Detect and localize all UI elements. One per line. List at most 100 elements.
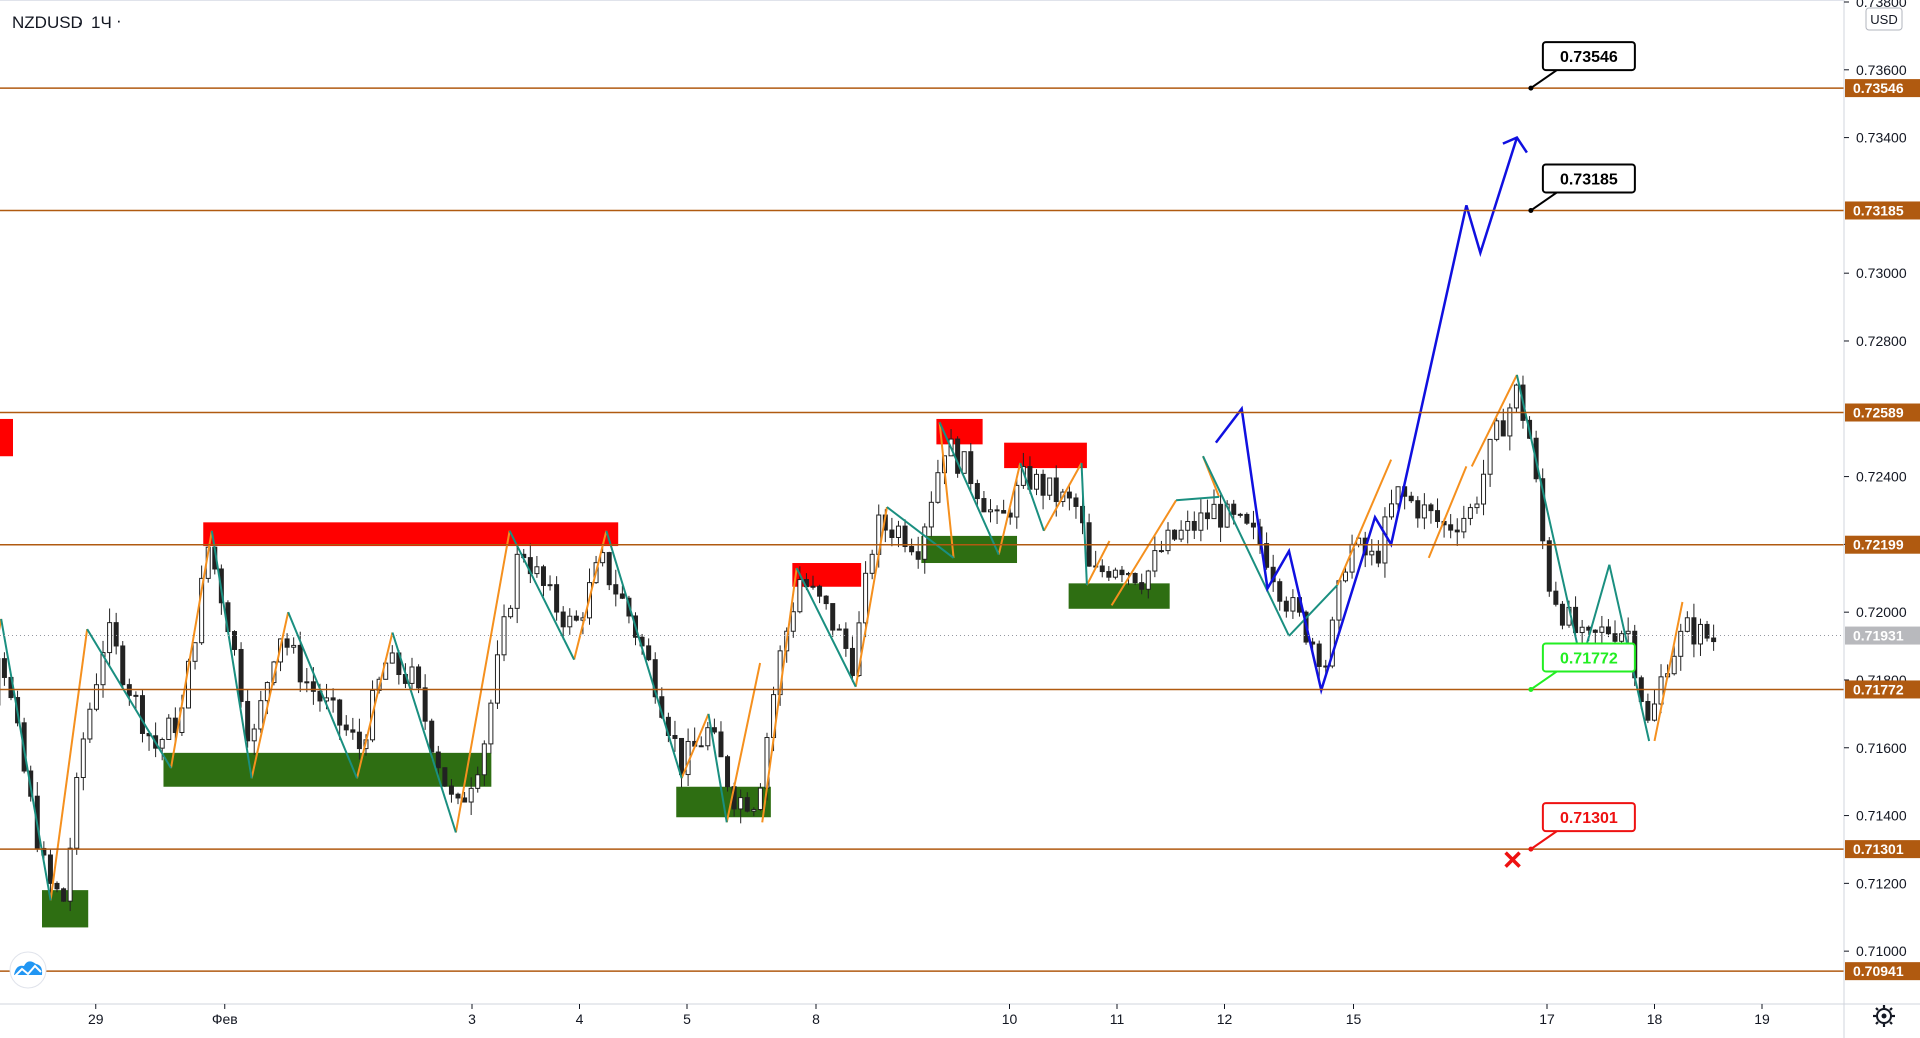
level-price-tag <box>1845 79 1920 98</box>
candle-body <box>356 731 362 750</box>
candle-body <box>1711 637 1717 643</box>
candle-body <box>1704 623 1710 639</box>
level-price-label: 0.71772 <box>1853 681 1904 697</box>
candle-body <box>1336 580 1342 621</box>
zigzag-down-segment <box>707 713 728 823</box>
x-tick-label: 5 <box>683 1011 691 1027</box>
candle-body <box>1435 510 1441 522</box>
candle-body <box>514 553 520 609</box>
candle-body <box>304 681 310 684</box>
callout-anchor <box>1528 846 1534 852</box>
zigzag-down-segment <box>0 618 52 901</box>
candle-body <box>1283 600 1289 612</box>
plot-area[interactable] <box>0 87 1844 972</box>
callout-box[interactable] <box>1541 41 1636 72</box>
candle-body <box>416 666 422 689</box>
candle-body <box>80 738 86 779</box>
candle-body <box>120 645 126 686</box>
candle-body <box>330 697 336 701</box>
x-tick-label: 3 <box>468 1011 476 1027</box>
candle-body <box>935 472 941 503</box>
candle-body <box>968 451 974 485</box>
zigzag-up-segment <box>1427 466 1468 559</box>
candle-body <box>1185 520 1191 531</box>
candle-body <box>54 882 60 890</box>
candle-body <box>238 648 244 702</box>
y-tick-label: 0.73800 <box>1856 0 1907 10</box>
zigzag-down-segment <box>210 530 253 779</box>
zigzag-up-segment <box>1043 462 1083 532</box>
candle-body <box>1546 540 1552 592</box>
zigzag-up-segment <box>1653 601 1684 742</box>
candle-body <box>1218 503 1224 528</box>
candle-body <box>540 566 546 586</box>
candle-body <box>67 847 73 902</box>
candle-body <box>1066 491 1072 499</box>
candle-body <box>481 743 487 776</box>
candle-body <box>1329 619 1335 667</box>
callout-box[interactable] <box>1541 642 1636 673</box>
candle-body <box>1605 626 1611 635</box>
candle-body <box>1428 504 1434 512</box>
candle-body <box>310 681 316 692</box>
zigzag-down-segment <box>391 632 457 833</box>
zigzag-up-segment <box>250 611 290 779</box>
candle-body <box>554 584 560 613</box>
zigzag-down-segment <box>86 628 172 769</box>
candle-body <box>448 785 454 795</box>
candle-body <box>1415 500 1421 519</box>
candle-body <box>1513 384 1519 409</box>
level-price-label: 0.73185 <box>1853 202 1904 218</box>
candle-body <box>915 551 921 560</box>
candle-body <box>1612 633 1618 642</box>
candle-body <box>613 584 619 595</box>
y-tick-label: 0.72000 <box>1856 604 1907 620</box>
candle-body <box>1040 473 1046 496</box>
candle-body <box>751 808 757 812</box>
candle-body <box>245 700 251 742</box>
candle-body <box>199 577 205 644</box>
currency-badge[interactable]: USD <box>1865 7 1903 31</box>
candle-body <box>409 666 415 684</box>
candle-body <box>823 595 829 605</box>
candle-body <box>93 684 99 710</box>
level-price-tag <box>1845 680 1920 699</box>
zigzag-down-segment <box>1288 584 1339 637</box>
x-tick-label: 12 <box>1217 1011 1233 1027</box>
callout-box[interactable] <box>1541 802 1636 833</box>
tradingview-cloud-icon[interactable] <box>9 951 47 989</box>
candle-body <box>1678 630 1684 657</box>
candle-body <box>1369 550 1375 556</box>
level-price-label: 0.70941 <box>1853 963 1904 979</box>
candle-body <box>100 652 106 686</box>
candle-body <box>475 774 481 789</box>
candle-body <box>679 737 685 776</box>
candle-body <box>909 546 915 553</box>
candle-body <box>1461 517 1467 533</box>
zigzag-down-segment <box>1080 462 1088 586</box>
candle-body <box>836 628 842 631</box>
candle-body <box>1145 570 1151 590</box>
candle-body <box>1651 703 1657 721</box>
gear-icon[interactable] <box>1873 1005 1895 1027</box>
level-price-tag <box>1845 403 1920 422</box>
candle-body <box>1691 617 1697 645</box>
y-tick-label: 0.73400 <box>1856 130 1907 146</box>
candle-body <box>843 628 849 649</box>
candle-body <box>462 797 468 803</box>
callout-pointer <box>1530 191 1558 212</box>
candle-body <box>251 728 257 742</box>
candle-body <box>1152 550 1158 572</box>
candle-body <box>74 777 80 849</box>
demand-zone <box>1068 583 1170 609</box>
callout-box[interactable] <box>1541 163 1636 194</box>
zigzag-down-segment <box>886 506 955 559</box>
candle-body <box>1047 477 1053 496</box>
candle-body <box>1099 565 1105 573</box>
candle-body <box>1421 504 1427 519</box>
candle-body <box>1211 503 1217 520</box>
candle-body <box>725 756 731 788</box>
candle-body <box>560 611 566 628</box>
